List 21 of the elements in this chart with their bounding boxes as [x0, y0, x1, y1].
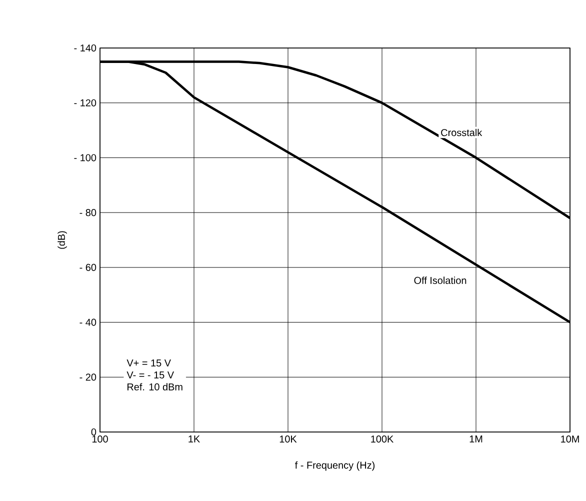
x-tick-label: 10K — [280, 436, 297, 443]
y-axis-title: (dB) — [58, 231, 67, 249]
annotation: V+ = 15 V — [126, 360, 171, 366]
x-axis-title: f - Frequency (Hz) — [295, 461, 375, 471]
y-tick-label: - 20 — [80, 374, 96, 381]
x-tick-label: 1M — [470, 436, 482, 442]
y-tick-label: - 60 — [80, 264, 96, 271]
y-tick-label: - 140 — [74, 44, 96, 52]
x-tick-label: 10M — [561, 436, 579, 443]
y-tick-label: 0 — [91, 428, 96, 436]
x-tick-label: 100 — [92, 436, 108, 443]
annotation: V- = - 15 V — [126, 372, 174, 378]
y-tick-label: - 80 — [80, 209, 96, 216]
series-label: Crosstalk — [441, 128, 482, 136]
y-tick-label: - 120 — [74, 99, 96, 106]
x-tick-label: 1K — [188, 436, 200, 442]
series-label: Off Isolation — [414, 276, 466, 284]
annotation: Ref. 10 dBm — [128, 383, 182, 390]
x-tick-label: 100K — [371, 436, 394, 443]
y-tick-label: - 100 — [74, 154, 96, 162]
y-tick-label: - 40 — [80, 318, 96, 326]
